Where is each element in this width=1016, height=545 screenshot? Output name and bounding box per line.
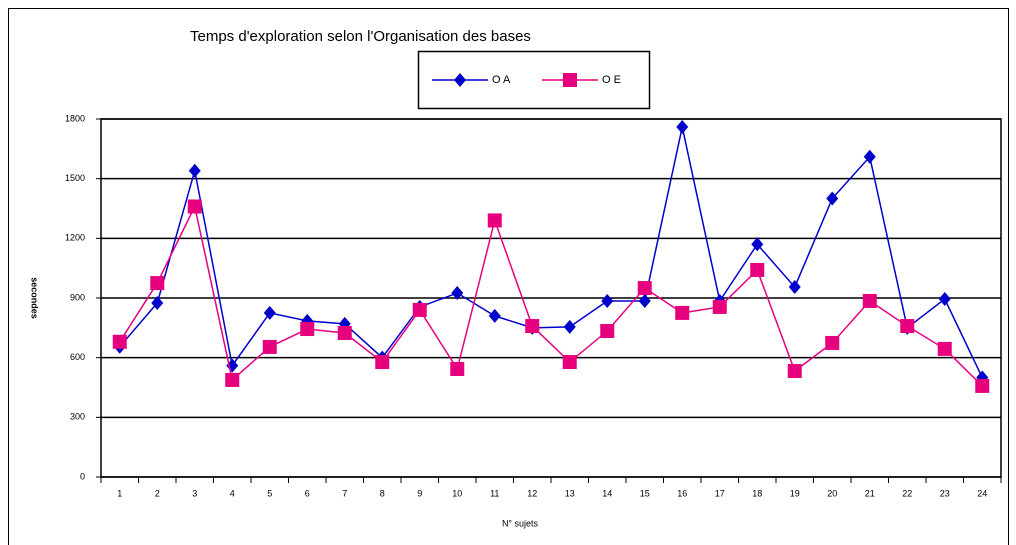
chart-frame	[8, 8, 1009, 545]
y-tick-label: 1800	[65, 113, 85, 123]
x-tick-label: 9	[417, 488, 422, 498]
x-tick-label: 20	[827, 488, 837, 498]
x-tick-label: 12	[527, 488, 537, 498]
x-tick-label: 17	[715, 488, 725, 498]
data-point	[900, 319, 915, 334]
data-point	[637, 281, 652, 296]
data-point	[525, 319, 540, 334]
legend-label: O A	[492, 74, 511, 86]
x-tick-label: 11	[490, 488, 499, 498]
x-tick-label: 15	[640, 488, 650, 498]
data-point	[262, 339, 277, 354]
x-tick-label: 14	[602, 488, 612, 498]
data-point	[225, 372, 240, 387]
x-tick-label: 1	[117, 488, 122, 498]
legend-label: O E	[602, 74, 621, 86]
x-tick-label: 5	[267, 488, 272, 498]
data-point	[563, 319, 576, 334]
y-tick-label: 900	[70, 292, 85, 302]
chart-title: Temps d'exploration selon l'Organisation…	[190, 28, 531, 45]
x-tick-label: 4	[230, 488, 235, 498]
data-point	[675, 305, 690, 320]
x-tick-label: 3	[192, 488, 197, 498]
data-point	[601, 293, 614, 308]
x-tick-label: 16	[677, 488, 687, 498]
data-point	[638, 293, 651, 308]
x-tick-label: 23	[940, 488, 950, 498]
data-point	[712, 299, 727, 314]
data-point	[938, 291, 951, 306]
y-tick-label: 600	[70, 352, 85, 362]
data-point	[863, 149, 876, 164]
data-point	[825, 335, 840, 350]
data-point	[862, 293, 877, 308]
legend-marker	[563, 73, 577, 87]
data-point	[187, 199, 202, 214]
data-point	[263, 305, 276, 320]
x-tick-label: 19	[790, 488, 800, 498]
y-tick-label: 1200	[65, 233, 85, 243]
x-tick-label: 18	[752, 488, 762, 498]
data-point	[750, 262, 765, 277]
x-tick-label: 8	[380, 488, 385, 498]
x-tick-label: 24	[977, 488, 987, 498]
data-point	[562, 355, 577, 370]
x-tick-label: 7	[342, 488, 347, 498]
data-point	[450, 362, 465, 377]
legend-box	[417, 50, 651, 110]
legend-marker	[454, 73, 466, 87]
x-tick-label: 2	[155, 488, 160, 498]
data-point	[112, 334, 127, 349]
x-tick-label: 10	[452, 488, 462, 498]
data-point	[412, 302, 427, 317]
data-point	[788, 280, 801, 295]
data-point	[337, 326, 352, 341]
data-point	[751, 237, 764, 252]
data-point	[826, 191, 839, 206]
y-axis-label: secondes	[30, 277, 40, 319]
data-point	[600, 324, 615, 339]
data-point	[975, 378, 990, 393]
y-tick-label: 300	[70, 412, 85, 422]
x-tick-label: 22	[902, 488, 912, 498]
data-point	[150, 276, 165, 291]
data-point	[300, 322, 315, 337]
data-point	[787, 363, 802, 378]
series-line	[119, 126, 983, 378]
x-tick-label: 21	[865, 488, 875, 498]
x-axis-label: N° sujets	[502, 518, 539, 528]
y-tick-label: 0	[80, 471, 85, 481]
data-point	[151, 295, 164, 310]
data-point	[487, 213, 502, 228]
x-tick-label: 6	[305, 488, 310, 498]
data-point	[451, 286, 464, 301]
x-tick-label: 13	[565, 488, 575, 498]
y-tick-label: 1500	[65, 173, 85, 183]
data-point	[488, 308, 501, 323]
data-point	[937, 341, 952, 356]
data-point	[188, 163, 201, 178]
data-point	[676, 119, 689, 134]
data-point	[375, 355, 390, 370]
